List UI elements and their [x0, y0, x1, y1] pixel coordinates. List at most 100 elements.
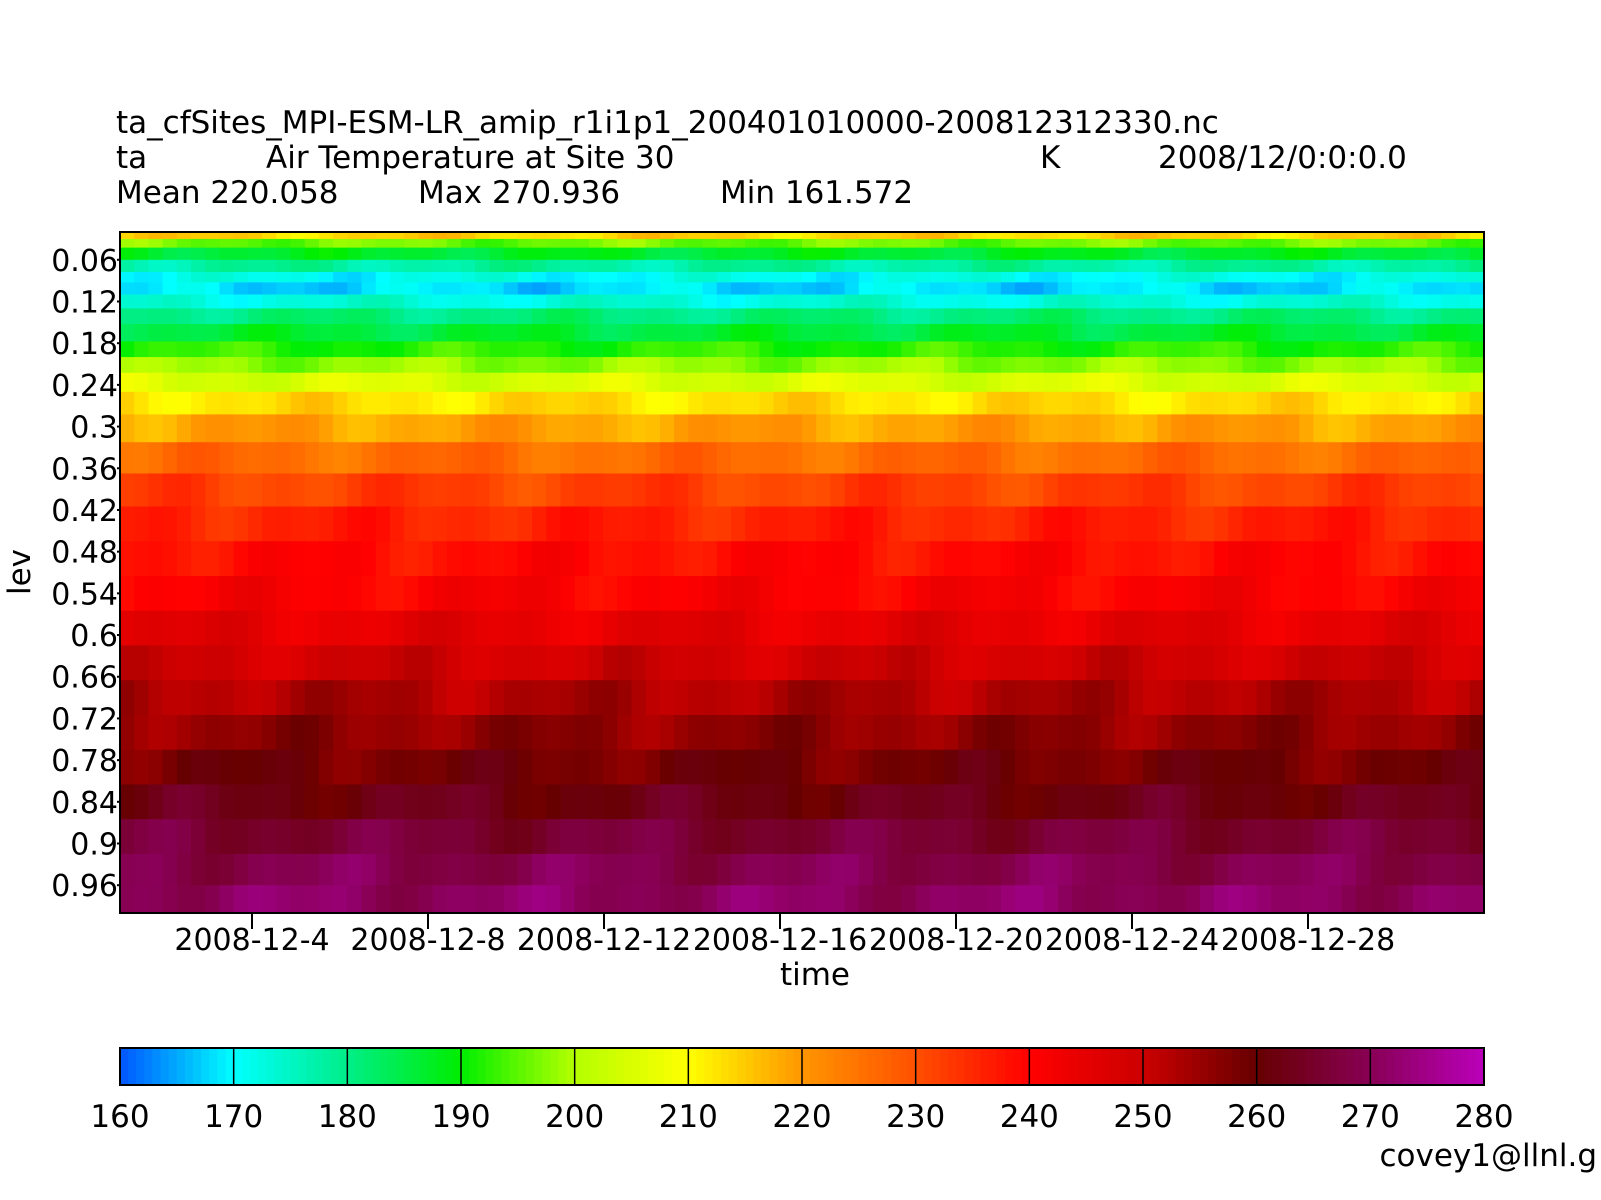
heatmap-cell	[1341, 341, 1357, 358]
heatmap-cell	[347, 749, 363, 786]
heatmap-cell	[1043, 473, 1059, 508]
heatmap-cell	[432, 541, 448, 577]
heatmap-cell	[1228, 271, 1244, 283]
heatmap-cell	[944, 853, 959, 886]
heatmap-cell	[1313, 680, 1329, 716]
heatmap-cell	[262, 680, 277, 716]
colorbar-segment	[420, 1048, 430, 1085]
heatmap-cell	[1398, 575, 1414, 612]
heatmap-cell	[134, 853, 150, 886]
heatmap-cell	[1455, 442, 1471, 475]
colorbar-segment	[769, 1048, 779, 1085]
heatmap-cell	[1455, 308, 1471, 325]
heatmap-cell	[1029, 541, 1045, 577]
heatmap-cell	[1398, 819, 1414, 855]
heatmap-cell	[603, 575, 618, 612]
heatmap-cell	[304, 885, 320, 914]
heatmap-cell	[176, 259, 192, 273]
heatmap-cell	[1370, 271, 1386, 283]
heatmap-cell	[588, 473, 604, 508]
heatmap-cell	[134, 357, 150, 374]
heatmap-cell	[929, 372, 945, 393]
heatmap-cell	[318, 541, 334, 577]
heatmap-cell	[659, 473, 675, 508]
heatmap-cell	[1341, 232, 1357, 240]
heatmap-cell	[446, 391, 462, 416]
heatmap-cell	[958, 259, 974, 273]
heatmap-cell	[688, 610, 704, 647]
heatmap-cell	[446, 357, 462, 374]
heatmap-cell	[1100, 232, 1116, 240]
heatmap-cell	[503, 506, 519, 542]
heatmap-cell	[389, 259, 405, 273]
heatmap-cell	[532, 680, 547, 716]
heatmap-cell	[1256, 506, 1272, 542]
heatmap-cell	[574, 610, 590, 647]
heatmap-cell	[560, 232, 576, 240]
heatmap-cell	[1327, 749, 1343, 786]
heatmap-cell	[603, 308, 618, 325]
heatmap-cell	[915, 680, 931, 716]
heatmap-cell	[1285, 308, 1300, 325]
heatmap-cell	[1143, 784, 1158, 820]
heatmap-cell	[262, 247, 277, 261]
heatmap-cell	[816, 324, 832, 343]
heatmap-cell	[503, 819, 519, 855]
heatmap-cell	[730, 680, 746, 716]
heatmap-cell	[404, 308, 419, 325]
heatmap-cell	[1157, 391, 1173, 416]
heatmap-cell	[631, 414, 647, 443]
heatmap-cell	[1441, 749, 1457, 786]
heatmap-cell	[645, 541, 661, 577]
heatmap-cell	[1285, 324, 1300, 343]
heatmap-cell	[730, 308, 746, 325]
heatmap-cell	[446, 680, 462, 716]
heatmap-cell	[1313, 341, 1329, 358]
heatmap-cell	[574, 749, 590, 786]
heatmap-cell	[1171, 819, 1187, 855]
heatmap-cell	[1327, 271, 1343, 283]
heatmap-cell	[645, 442, 661, 475]
heatmap-cell	[1270, 324, 1286, 343]
heatmap-cell	[574, 357, 590, 374]
heatmap-cell	[176, 541, 192, 577]
heatmap-cell	[1270, 885, 1286, 914]
heatmap-cell	[1086, 749, 1101, 786]
heatmap-cell	[603, 749, 618, 786]
heatmap-cell	[986, 324, 1002, 343]
heatmap-cell	[901, 575, 917, 612]
heatmap-cell	[1313, 885, 1329, 914]
heatmap-cell	[972, 645, 988, 681]
heatmap-cell	[489, 324, 505, 343]
heatmap-cell	[517, 885, 533, 914]
heatmap-cell	[1015, 238, 1030, 249]
heatmap-cell	[958, 853, 974, 886]
heatmap-cell	[830, 324, 846, 343]
heatmap-cell	[304, 541, 320, 577]
heatmap-cell	[1057, 341, 1073, 358]
heatmap-cell	[1214, 680, 1229, 716]
heatmap-cell	[1285, 442, 1300, 475]
heatmap-cell	[1398, 473, 1414, 508]
heatmap-cell	[645, 238, 661, 249]
heatmap-cell	[858, 238, 874, 249]
heatmap-cell	[873, 784, 888, 820]
colorbar	[120, 1048, 1485, 1085]
heatmap-cell	[333, 341, 348, 358]
heatmap-cell	[120, 238, 135, 249]
heatmap-cell	[1128, 645, 1144, 681]
heatmap-cell	[120, 853, 135, 886]
heatmap-cell	[716, 372, 732, 393]
heatmap-cell	[659, 232, 675, 240]
heatmap-cell	[1228, 414, 1244, 443]
heatmap-cell	[219, 341, 235, 358]
heatmap-cell	[1185, 247, 1201, 261]
heatmap-cell	[986, 473, 1002, 508]
heatmap-cell	[1242, 341, 1258, 358]
heatmap-cell	[1043, 341, 1059, 358]
heatmap-cell	[1128, 341, 1144, 358]
heatmap-cell	[929, 575, 945, 612]
y-tick-label: 0.6	[70, 619, 118, 654]
heatmap-cell	[1086, 541, 1101, 577]
heatmap-cell	[1015, 282, 1030, 296]
